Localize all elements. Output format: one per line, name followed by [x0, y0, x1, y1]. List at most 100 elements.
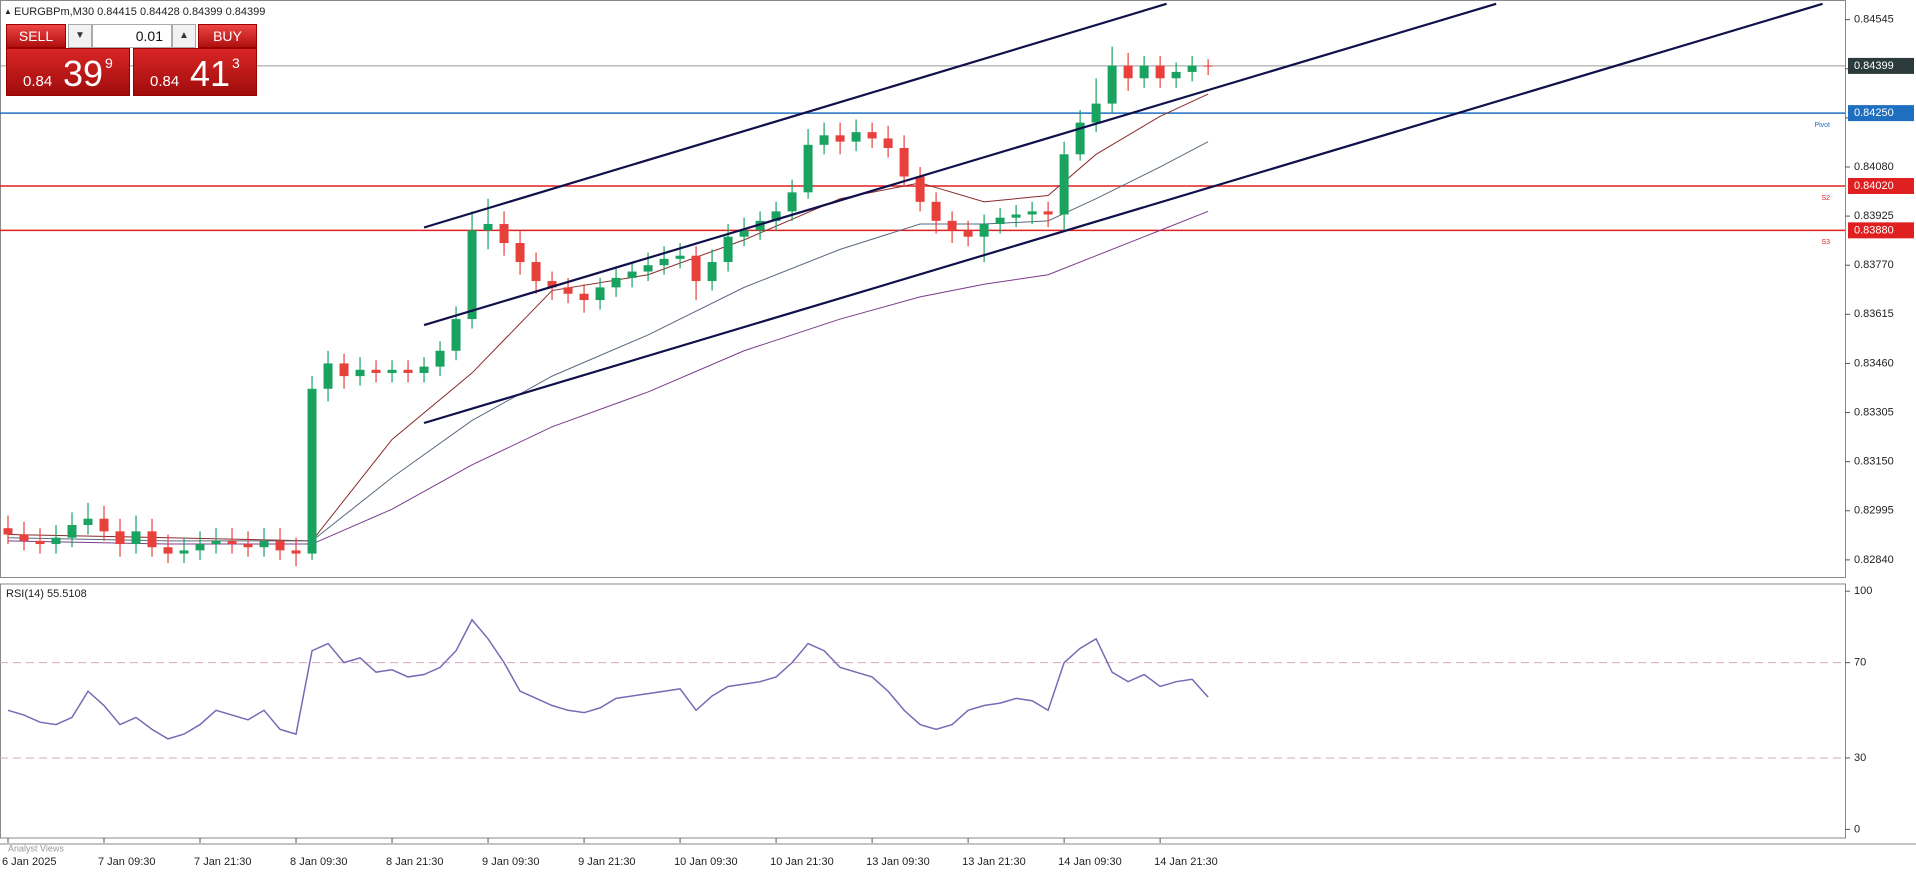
candle-body	[275, 540, 285, 551]
candle-body	[3, 528, 13, 535]
sell-price-digits: 39	[63, 53, 104, 94]
candle-body	[83, 518, 93, 526]
candle-body	[627, 271, 637, 278]
candle-body	[691, 255, 701, 282]
candle-body	[435, 350, 445, 367]
price-label: 0.84020	[1854, 180, 1894, 192]
candle-body	[915, 176, 925, 202]
candle-body	[339, 363, 349, 377]
level-name: S2	[1821, 195, 1830, 202]
candle-body	[1011, 214, 1021, 218]
rsi-y-tick-label: 100	[1854, 585, 1872, 597]
candle-body	[1155, 65, 1165, 79]
candle-body	[483, 224, 493, 231]
candle-body	[371, 369, 381, 373]
candle-body	[547, 281, 557, 288]
buy-price[interactable]: 0.84 41 3	[133, 48, 257, 96]
sell-button[interactable]: SELL	[6, 24, 66, 48]
lot-down[interactable]: ▼	[68, 24, 92, 48]
collapse-icon: ▲	[4, 7, 12, 16]
candle-body	[467, 230, 477, 320]
candle-body	[979, 224, 989, 237]
candle-body	[1139, 65, 1149, 79]
trend-line	[423, 2, 1823, 425]
candle-body	[595, 287, 605, 301]
rsi-panel-frame	[0, 583, 1846, 839]
y-tick-label: 0.84080	[1854, 161, 1894, 173]
candle-body	[947, 220, 957, 231]
candle-body	[515, 243, 525, 263]
candle-body	[579, 293, 589, 301]
candle-body	[899, 147, 909, 177]
x-tick-label: 8 Jan 09:30	[290, 856, 348, 868]
candle-body	[243, 544, 253, 548]
candle-body	[723, 236, 733, 263]
candle-body	[307, 388, 317, 554]
trend-line	[423, 2, 1167, 229]
candle-body	[499, 224, 509, 244]
y-tick-label: 0.83615	[1854, 308, 1894, 320]
sell-price-small: 9	[105, 55, 113, 71]
candle-body	[323, 363, 333, 389]
buy-price-small: 3	[232, 55, 240, 71]
candle-body	[19, 534, 29, 541]
rsi-y-tick-label: 0	[1854, 823, 1860, 835]
candle-body	[195, 544, 205, 551]
candle-body	[707, 262, 717, 282]
candle-body	[675, 255, 685, 259]
x-tick-label: 8 Jan 21:30	[386, 856, 444, 868]
candle-body	[883, 138, 893, 148]
candle-body	[803, 144, 813, 193]
price-label-box	[1848, 222, 1914, 239]
candle-body	[1107, 65, 1117, 104]
rsi-title: RSI(14) 55.5108	[6, 588, 87, 600]
candle-body	[771, 211, 781, 221]
y-tick-label: 0.82840	[1854, 554, 1894, 566]
candle-body	[835, 135, 845, 142]
lot-input[interactable]: 0.01	[92, 24, 172, 48]
x-tick-label: 14 Jan 21:30	[1154, 856, 1218, 868]
candle-body	[35, 540, 45, 545]
sell-price[interactable]: 0.84 39 9	[6, 48, 130, 96]
level-name: S3	[1821, 239, 1830, 246]
chart-title: EURGBPm,M30 0.84415 0.84428 0.84399 0.84…	[14, 6, 265, 18]
candle-body	[1123, 65, 1133, 79]
candle-body	[819, 135, 829, 145]
candle-body	[227, 540, 237, 545]
y-tick-label: 0.84545	[1854, 14, 1894, 26]
buy-button[interactable]: BUY	[198, 24, 257, 48]
sell-price-big: 0.84	[23, 73, 53, 90]
candle-body	[659, 258, 669, 266]
x-tick-label: 9 Jan 21:30	[578, 856, 636, 868]
buy-price-big: 0.84	[150, 73, 180, 90]
level-name: Pivot	[1814, 122, 1830, 129]
x-tick-label: 6 Jan 2025	[2, 856, 56, 868]
candle-body	[531, 262, 541, 282]
y-tick-label: 0.83150	[1854, 456, 1894, 468]
candle-body	[755, 220, 765, 231]
candle-body	[115, 531, 125, 545]
footer-text: Analyst Views	[8, 843, 64, 853]
candle-body	[163, 547, 173, 554]
y-tick-label: 0.83305	[1854, 406, 1894, 418]
lot-up[interactable]: ▲	[172, 24, 196, 48]
main-panel-frame	[0, 0, 1846, 578]
candle-body	[739, 230, 749, 237]
price-label: 0.83880	[1854, 224, 1894, 236]
candle-body	[931, 201, 941, 221]
buy-price-digits: 41	[190, 53, 231, 94]
rsi-y-tick-label: 70	[1854, 657, 1866, 669]
candle-body	[259, 540, 269, 548]
rsi-y-tick-label: 30	[1854, 752, 1866, 764]
price-label-box	[1848, 177, 1914, 194]
candle-body	[387, 369, 397, 373]
candle-body	[131, 531, 141, 545]
trend-line	[423, 2, 1497, 327]
candle-body	[291, 550, 301, 554]
candle-body	[963, 230, 973, 237]
rsi-line	[7, 618, 1209, 740]
candle-body	[419, 366, 429, 373]
x-tick-label: 7 Jan 09:30	[98, 856, 156, 868]
x-tick-label: 14 Jan 09:30	[1058, 856, 1122, 868]
candle-body	[1027, 211, 1037, 215]
